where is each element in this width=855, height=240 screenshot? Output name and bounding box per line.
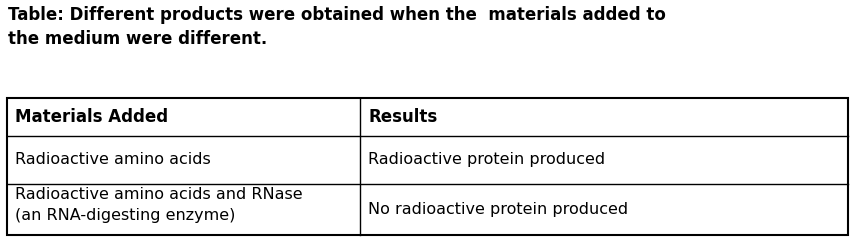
Text: No radioactive protein produced: No radioactive protein produced: [369, 202, 628, 217]
Text: Results: Results: [369, 108, 438, 126]
Text: Table: Different products were obtained when the  materials added to
the medium : Table: Different products were obtained …: [8, 6, 666, 48]
Text: Radioactive protein produced: Radioactive protein produced: [369, 152, 605, 167]
Text: Radioactive amino acids and RNase
(an RNA-digesting enzyme): Radioactive amino acids and RNase (an RN…: [15, 187, 303, 223]
Text: Radioactive amino acids: Radioactive amino acids: [15, 152, 210, 167]
Bar: [7, 98, 848, 235]
Text: Materials Added: Materials Added: [15, 108, 168, 126]
